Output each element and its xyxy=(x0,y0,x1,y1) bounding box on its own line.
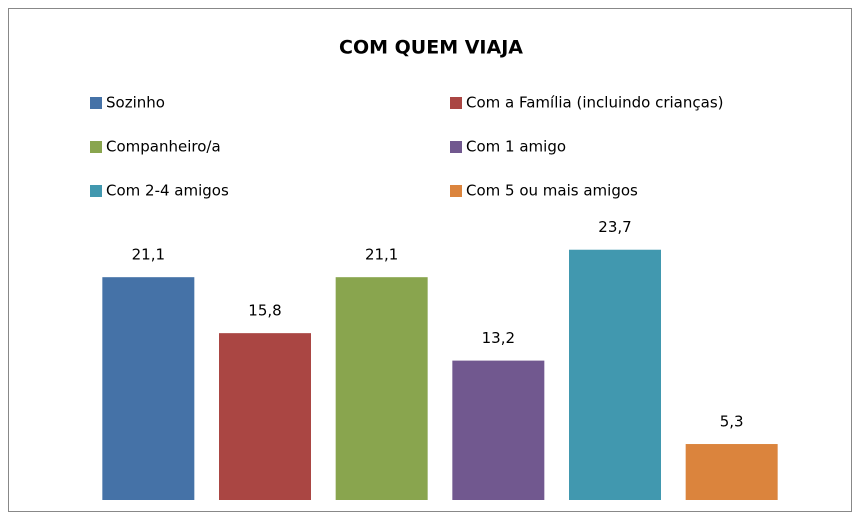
data-label: 21,1 xyxy=(132,246,165,264)
legend-swatch xyxy=(450,97,462,109)
bar xyxy=(685,444,778,500)
legend-swatch xyxy=(90,141,102,153)
legend-label: Companheiro/a xyxy=(106,138,221,156)
bar xyxy=(102,277,195,500)
bar xyxy=(569,249,661,500)
chart-title: COM QUEM VIAJA xyxy=(339,37,523,59)
legend-swatch xyxy=(90,185,102,197)
bar xyxy=(452,360,545,500)
legend-label: Com 2-4 amigos xyxy=(106,182,229,200)
legend-label: Com 5 ou mais amigos xyxy=(466,182,638,200)
legend-label: Sozinho xyxy=(106,94,165,112)
data-label: 13,2 xyxy=(482,329,515,347)
legend-label: Com 1 amigo xyxy=(466,138,566,156)
bar xyxy=(219,333,311,500)
data-label: 23,7 xyxy=(598,218,631,236)
data-label: 15,8 xyxy=(248,302,281,320)
data-label: 21,1 xyxy=(365,246,398,264)
legend-label: Com a Família (incluindo crianças) xyxy=(466,94,723,112)
bar xyxy=(335,277,428,500)
legend-swatch xyxy=(450,185,462,197)
legend-swatch xyxy=(90,97,102,109)
data-label: 5,3 xyxy=(720,413,744,431)
legend-swatch xyxy=(450,141,462,153)
